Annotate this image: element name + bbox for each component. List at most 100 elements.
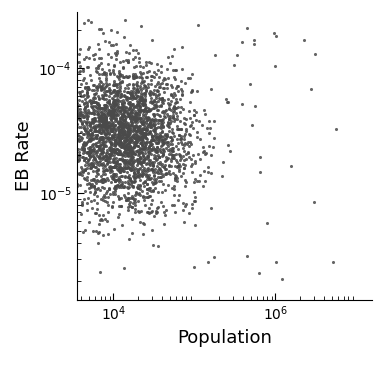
Point — [113, 112, 119, 118]
Point — [147, 108, 153, 114]
Point — [119, 125, 126, 131]
Point — [110, 110, 116, 116]
Point — [141, 132, 147, 138]
Point — [136, 151, 142, 157]
Point — [127, 176, 133, 182]
Point — [133, 74, 139, 80]
Point — [231, 62, 237, 68]
Point — [161, 221, 167, 227]
Point — [93, 124, 99, 130]
Point — [153, 147, 159, 153]
Point — [118, 150, 124, 156]
Point — [92, 127, 98, 133]
Point — [102, 157, 108, 164]
Point — [83, 87, 89, 93]
Point — [135, 182, 141, 188]
Point — [147, 185, 153, 191]
Point — [107, 90, 113, 96]
Point — [111, 107, 117, 113]
Point — [131, 173, 137, 179]
Point — [103, 152, 109, 159]
Point — [137, 103, 143, 109]
Point — [131, 143, 137, 149]
Point — [86, 136, 93, 142]
Point — [149, 116, 156, 122]
Point — [94, 84, 100, 91]
Point — [89, 97, 96, 103]
Point — [135, 106, 141, 113]
Point — [154, 131, 160, 137]
Point — [99, 134, 105, 141]
Point — [140, 142, 146, 149]
Point — [84, 113, 90, 119]
Point — [239, 101, 245, 107]
Point — [166, 169, 172, 175]
Point — [103, 117, 109, 123]
Point — [92, 103, 98, 109]
Point — [121, 93, 127, 99]
Point — [79, 121, 85, 127]
Point — [81, 139, 87, 146]
Point — [92, 95, 98, 101]
Point — [124, 137, 130, 143]
Point — [78, 164, 84, 170]
Point — [166, 116, 172, 122]
Point — [113, 183, 119, 189]
Point — [158, 117, 164, 123]
Point — [99, 95, 106, 101]
Point — [129, 145, 135, 151]
Point — [173, 85, 179, 91]
Point — [85, 84, 91, 90]
Point — [85, 149, 91, 155]
Point — [175, 126, 181, 132]
Point — [127, 111, 133, 117]
Point — [177, 78, 184, 84]
Point — [141, 154, 147, 161]
Point — [118, 127, 124, 133]
Point — [84, 164, 90, 170]
Point — [115, 90, 121, 96]
Point — [117, 151, 123, 157]
Point — [111, 82, 117, 88]
Point — [109, 146, 116, 152]
Point — [152, 137, 158, 144]
Point — [103, 153, 109, 159]
Point — [78, 211, 84, 217]
Point — [111, 63, 118, 70]
Point — [131, 144, 137, 150]
Point — [135, 133, 141, 139]
Point — [129, 216, 135, 222]
Point — [119, 166, 126, 172]
Point — [90, 82, 96, 88]
Point — [104, 135, 110, 141]
Point — [85, 130, 91, 136]
Point — [121, 140, 127, 146]
Point — [140, 146, 146, 152]
Point — [98, 112, 104, 118]
Point — [123, 134, 129, 140]
Point — [173, 110, 179, 116]
Point — [179, 88, 185, 94]
Point — [121, 149, 127, 155]
Point — [139, 172, 145, 179]
Point — [112, 141, 118, 147]
Point — [148, 151, 154, 157]
Point — [89, 119, 96, 126]
Point — [113, 190, 119, 197]
Point — [90, 163, 96, 169]
Point — [121, 119, 127, 125]
Point — [101, 142, 108, 148]
Point — [143, 114, 149, 120]
Point — [107, 114, 113, 121]
Point — [174, 164, 180, 170]
Point — [77, 63, 83, 69]
Point — [111, 87, 117, 93]
Point — [163, 135, 169, 141]
Point — [95, 63, 101, 70]
Point — [159, 151, 166, 157]
Point — [93, 143, 99, 149]
Point — [103, 114, 109, 120]
Point — [149, 136, 155, 142]
Point — [93, 99, 99, 105]
Point — [116, 123, 122, 129]
